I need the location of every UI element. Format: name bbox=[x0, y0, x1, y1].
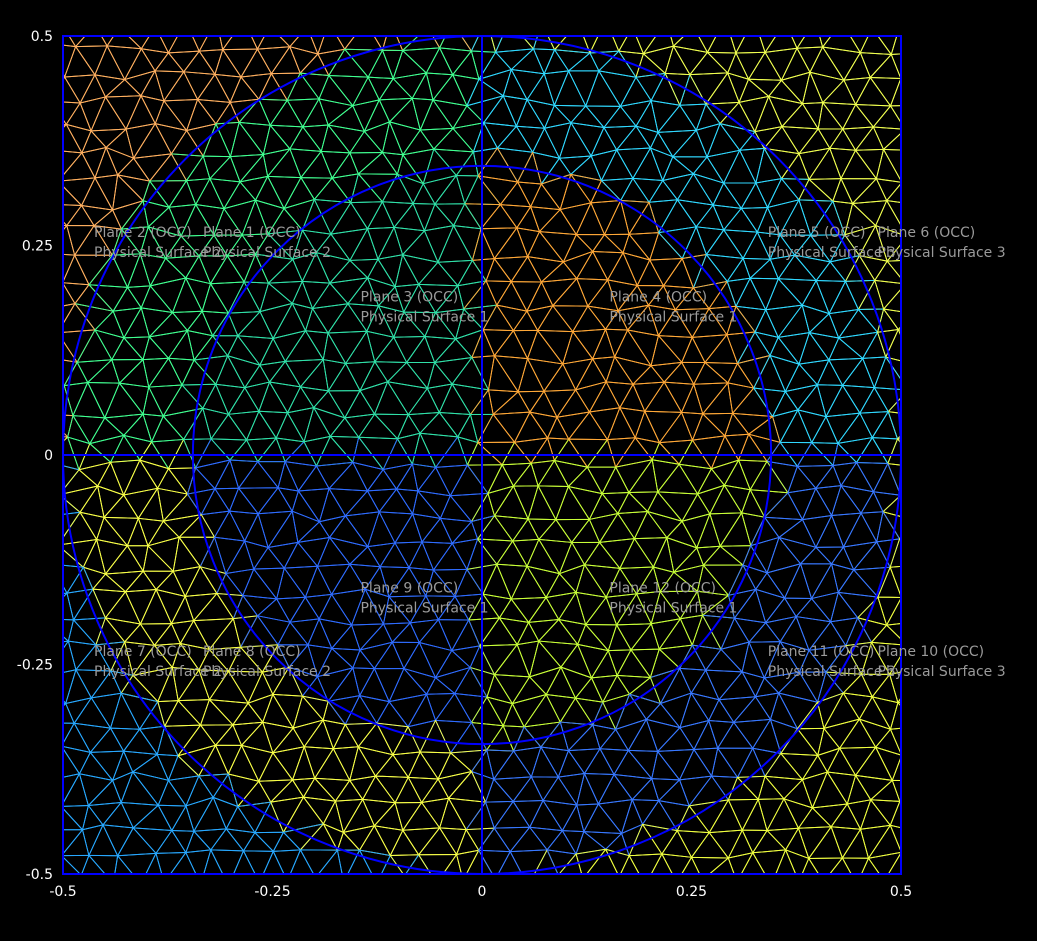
region-label-plane-6: Plane 6 (OCC) Physical Surface 3 bbox=[878, 225, 1006, 261]
mesh-triangle bbox=[889, 702, 901, 730]
mesh-layer bbox=[63, 36, 901, 874]
region-label-plane-7: Plane 7 (OCC) Physical Surface 2 bbox=[94, 644, 222, 680]
mesh-triangle bbox=[887, 438, 901, 466]
mesh-triangle bbox=[432, 36, 446, 49]
mesh-triangle bbox=[889, 654, 901, 675]
region-label-plane-9: Plane 9 (OCC) Physical Surface 1 bbox=[360, 580, 488, 616]
mesh-triangle bbox=[886, 182, 901, 203]
mesh-triangle bbox=[890, 77, 901, 107]
y-tick-label: 0.25 bbox=[22, 239, 53, 255]
plane-name: Plane 9 (OCC) bbox=[360, 580, 458, 596]
plane-name: Plane 10 (OCC) bbox=[878, 644, 985, 660]
plane-name: Plane 12 (OCC) bbox=[609, 580, 716, 596]
plane-name: Plane 1 (OCC) bbox=[203, 225, 301, 241]
plane-name: Plane 4 (OCC) bbox=[609, 290, 707, 306]
region-label-plane-4: Plane 4 (OCC) Physical Surface 1 bbox=[609, 290, 737, 326]
region-label-plane-2: Plane 2 (OCC) Physical Surface 2 bbox=[94, 225, 222, 261]
geometry-boundaries bbox=[62, 35, 902, 875]
surface-name: Physical Surface 1 bbox=[609, 600, 737, 616]
x-tick-label: -0.25 bbox=[254, 884, 290, 900]
mesh-triangle bbox=[886, 597, 901, 626]
surface-name: Physical Surface 3 bbox=[878, 245, 1006, 261]
x-tick-label: 0 bbox=[478, 884, 487, 900]
plane-name: Plane 7 (OCC) bbox=[94, 644, 192, 660]
mesh-triangle bbox=[68, 36, 86, 48]
region-label-plane-11: Plane 11 (OCC) Physical Surface 3 bbox=[768, 644, 896, 680]
x-tick-label: 0.5 bbox=[890, 884, 912, 900]
y-tick-label: -0.25 bbox=[17, 658, 53, 674]
surface-name: Physical Surface 2 bbox=[94, 245, 222, 261]
surface-name: Physical Surface 2 bbox=[203, 245, 331, 261]
plane-name: Plane 5 (OCC) bbox=[768, 225, 866, 241]
mesh-triangle bbox=[889, 538, 901, 568]
plane-name: Plane 11 (OCC) bbox=[768, 644, 875, 660]
surface-name: Physical Surface 1 bbox=[360, 600, 488, 616]
mesh-triangle bbox=[887, 851, 901, 874]
plane-name: Plane 2 (OCC) bbox=[94, 225, 192, 241]
y-tick-label: -0.5 bbox=[26, 867, 53, 883]
region-label-plane-8: Plane 8 (OCC) Physical Surface 2 bbox=[203, 644, 331, 680]
x-tick-label: 0.25 bbox=[676, 884, 707, 900]
mesh-triangle bbox=[889, 800, 901, 829]
region-label-plane-1: Plane 1 (OCC) Physical Surface 2 bbox=[203, 225, 331, 261]
surface-name: Physical Surface 1 bbox=[609, 310, 737, 326]
region-label-plane-12: Plane 12 (OCC) Physical Surface 1 bbox=[609, 580, 737, 616]
surface-name: Physical Surface 3 bbox=[768, 245, 896, 261]
region-label-plane-10: Plane 10 (OCC) Physical Surface 3 bbox=[878, 644, 1006, 680]
plane-name: Plane 8 (OCC) bbox=[203, 644, 301, 660]
surface-name: Physical Surface 3 bbox=[878, 664, 1006, 680]
mesh-triangle bbox=[697, 36, 717, 53]
surface-name: Physical Surface 3 bbox=[768, 664, 896, 680]
y-tick-label: 0 bbox=[44, 448, 53, 464]
surface-name: Physical Surface 1 bbox=[360, 310, 488, 326]
plane-name: Plane 3 (OCC) bbox=[360, 290, 458, 306]
surface-name: Physical Surface 2 bbox=[94, 664, 222, 680]
region-label-plane-3: Plane 3 (OCC) Physical Surface 1 bbox=[360, 290, 488, 326]
mesh-triangle bbox=[886, 243, 901, 262]
plane-name: Plane 6 (OCC) bbox=[878, 225, 976, 241]
mesh-triangle bbox=[891, 755, 901, 781]
surface-name: Physical Surface 2 bbox=[203, 664, 331, 680]
region-label-plane-5: Plane 5 (OCC) Physical Surface 3 bbox=[768, 225, 896, 261]
x-tick-label: -0.5 bbox=[49, 884, 76, 900]
axis-ticks: -0.5 -0.25 0 0.25 0.5 0.5 0.25 0 -0.25 -0.5 bbox=[17, 29, 912, 900]
y-tick-label: 0.5 bbox=[31, 29, 53, 45]
